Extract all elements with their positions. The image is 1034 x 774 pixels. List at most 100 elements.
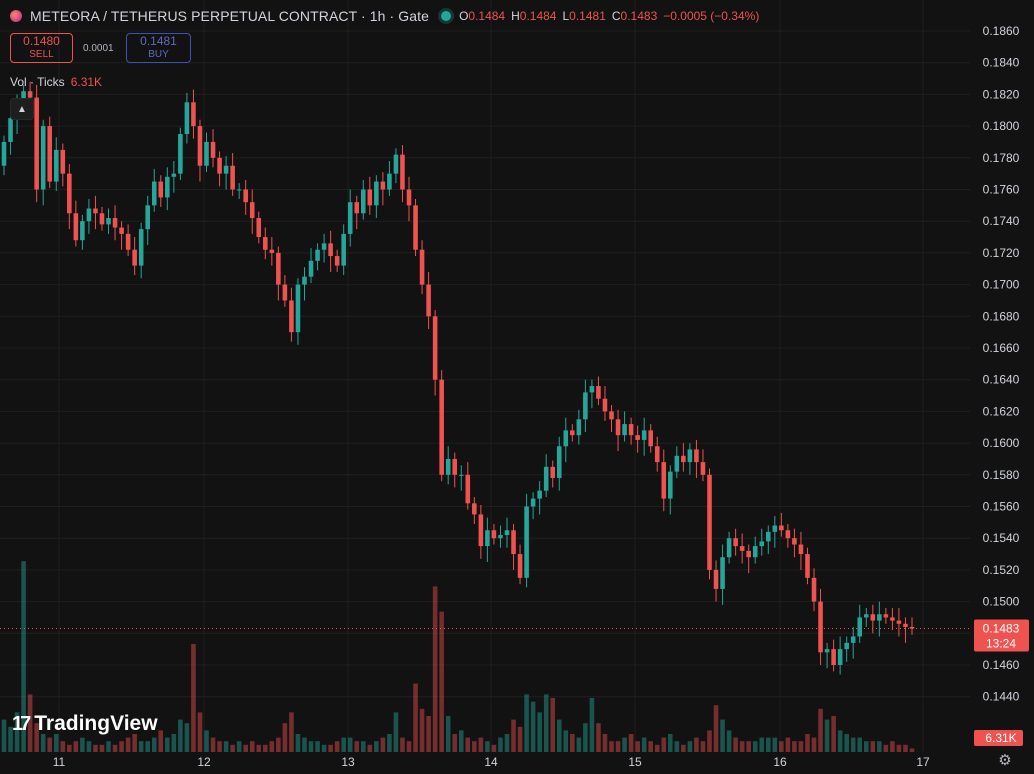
volume-bar bbox=[308, 741, 314, 752]
candle-body bbox=[53, 149, 59, 182]
volume-bar bbox=[400, 737, 405, 752]
volume-bar bbox=[8, 726, 13, 752]
volume-bar bbox=[354, 741, 360, 752]
candle-body bbox=[393, 154, 399, 174]
candle-body bbox=[27, 91, 33, 98]
candle-body bbox=[739, 546, 745, 551]
candle-body bbox=[236, 189, 242, 191]
candle-body bbox=[276, 252, 281, 285]
candle-body bbox=[805, 554, 810, 578]
volume-bar bbox=[824, 719, 830, 752]
x-tick-label: 14 bbox=[484, 755, 498, 769]
y-tick-label: 0.1540 bbox=[983, 531, 1020, 545]
volume-legend[interactable]: Vol · Ticks 6.31K bbox=[10, 75, 102, 89]
volume-bar bbox=[537, 712, 542, 752]
volume-bar bbox=[14, 712, 20, 752]
volume-bar bbox=[99, 744, 105, 752]
candle-body bbox=[204, 141, 209, 166]
volume-bar bbox=[374, 741, 379, 752]
volume-bar bbox=[106, 741, 111, 752]
candle-body bbox=[419, 249, 425, 285]
candle-body bbox=[661, 462, 667, 499]
y-tick-label: 0.1860 bbox=[983, 24, 1020, 38]
volume-bar bbox=[726, 730, 732, 752]
volume-bar bbox=[1, 719, 7, 752]
candle-body bbox=[537, 490, 542, 499]
candle-body bbox=[837, 649, 843, 665]
price-axis[interactable]: 0.1860 0.1840 0.1820 0.1800 0.1780 0.1760 0.17… bbox=[983, 24, 1020, 704]
volume-bar bbox=[347, 737, 353, 752]
candle-body bbox=[896, 620, 902, 624]
volume-bar bbox=[818, 708, 823, 752]
volume-bar bbox=[289, 712, 294, 752]
volume-bar bbox=[635, 741, 640, 752]
tradingview-logo[interactable]: 17 TradingView bbox=[12, 712, 158, 736]
volume-bar bbox=[792, 741, 797, 752]
buy-price: 0.1481 bbox=[140, 34, 177, 48]
candle-body bbox=[628, 424, 634, 436]
candle-body bbox=[726, 538, 732, 558]
volume-bars bbox=[1, 561, 915, 752]
symbol-title[interactable]: METEORA / TETHERUS PERPETUAL CONTRACT · … bbox=[30, 8, 430, 24]
volume-bar bbox=[903, 744, 908, 752]
volume-bar bbox=[615, 741, 621, 752]
candle-body bbox=[674, 455, 680, 472]
volume-bar bbox=[419, 708, 425, 752]
volume-bar bbox=[844, 734, 849, 752]
candle-body bbox=[328, 243, 333, 257]
volume-bar bbox=[426, 716, 431, 752]
volume-bar bbox=[21, 561, 26, 752]
volume-bar bbox=[772, 737, 778, 752]
x-tick-label: 15 bbox=[628, 755, 642, 769]
volume-bar bbox=[191, 644, 196, 752]
volume-bar bbox=[511, 719, 516, 752]
tradingview-wordmark: TradingView bbox=[34, 712, 158, 735]
volume-bar bbox=[223, 741, 229, 752]
candle-body bbox=[635, 435, 640, 440]
candle-body bbox=[406, 189, 412, 206]
volume-bar bbox=[877, 741, 882, 752]
volume-bar bbox=[184, 723, 190, 752]
volume-bar bbox=[661, 737, 667, 752]
buy-button[interactable]: 0.1481 BUY bbox=[126, 33, 191, 63]
volume-bar bbox=[863, 741, 869, 752]
volume-bar bbox=[230, 744, 235, 752]
volume-bar bbox=[432, 586, 438, 752]
volume-axis-text: 6.31K bbox=[985, 731, 1016, 745]
volume-legend-value: 6.31K bbox=[70, 75, 103, 89]
volume-bar bbox=[67, 744, 72, 752]
candle-body bbox=[452, 458, 458, 475]
volume-bar bbox=[60, 741, 66, 752]
candle-body bbox=[511, 530, 516, 555]
candle-body bbox=[798, 544, 804, 555]
sell-button[interactable]: 0.1480 SELL bbox=[10, 33, 73, 63]
candle-body bbox=[530, 498, 536, 507]
open-value: 0.1484 bbox=[468, 9, 506, 23]
volume-bar bbox=[766, 737, 771, 752]
volume-bar bbox=[315, 741, 320, 752]
chevron-up-icon[interactable]: ▲ bbox=[10, 98, 34, 120]
y-tick-label: 0.1520 bbox=[983, 563, 1020, 577]
candle-body bbox=[550, 466, 556, 478]
volume-bar bbox=[883, 744, 889, 752]
y-tick-label: 0.1720 bbox=[983, 246, 1020, 260]
candle-body bbox=[563, 430, 569, 447]
candle-body bbox=[746, 550, 751, 558]
candle-body bbox=[909, 626, 915, 629]
candle-body bbox=[733, 538, 738, 547]
close-value: 0.1483 bbox=[620, 9, 658, 23]
candle-body bbox=[824, 649, 830, 653]
volume-bar bbox=[596, 723, 601, 752]
candle-body bbox=[818, 601, 823, 653]
y-tick-label: 0.1700 bbox=[983, 278, 1020, 292]
candle-body bbox=[589, 386, 595, 393]
live-dot-icon bbox=[441, 11, 452, 21]
volume-bar bbox=[720, 719, 725, 752]
volume-bar bbox=[530, 701, 536, 752]
time-axis[interactable]: 11 12 13 14 15 16 17 bbox=[53, 755, 930, 769]
candle-body bbox=[759, 541, 765, 547]
gear-icon[interactable]: ⚙ bbox=[998, 752, 1012, 769]
candle-body bbox=[615, 419, 621, 436]
candle-body bbox=[472, 503, 477, 515]
